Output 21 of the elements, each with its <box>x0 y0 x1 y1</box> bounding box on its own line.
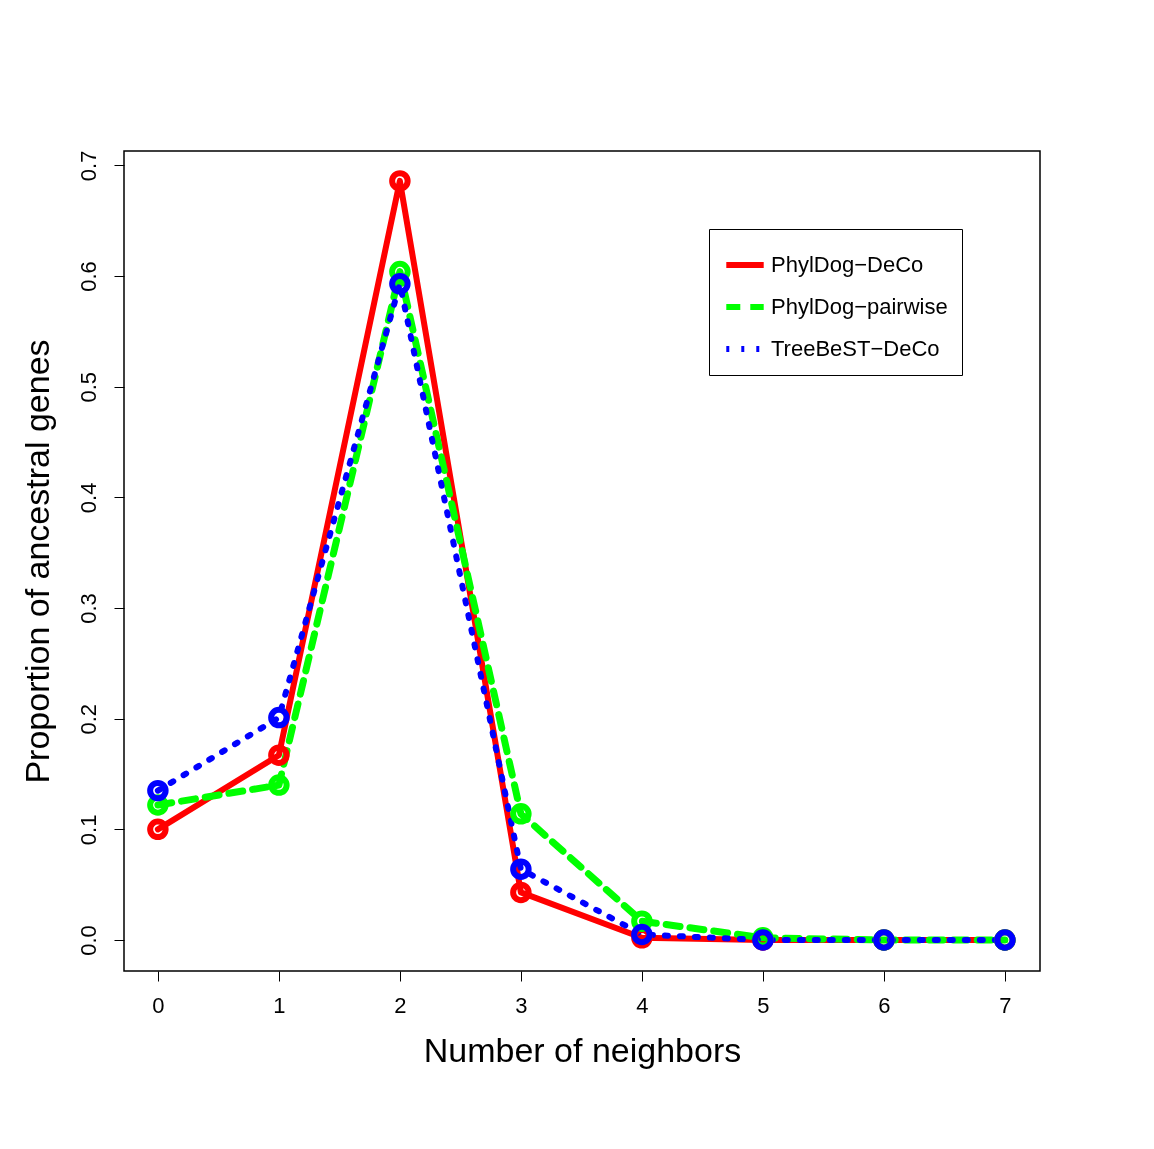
y-tick-label: 0.7 <box>75 150 101 182</box>
y-tick-label: 0.1 <box>75 814 101 846</box>
x-tick-label: 3 <box>515 992 528 1018</box>
x-tick-label: 0 <box>152 992 165 1018</box>
y-tick-label: 0.3 <box>75 593 101 624</box>
x-tick-label: 2 <box>394 992 407 1018</box>
x-tick-label: 6 <box>878 992 891 1018</box>
y-tick-label: 0.6 <box>75 261 101 292</box>
y-tick-label: 0.4 <box>75 482 101 514</box>
x-axis-title: Number of neighbors <box>423 1030 742 1069</box>
legend-label: PhylDog−DeCo <box>771 252 924 277</box>
x-tick-label: 4 <box>636 992 649 1018</box>
y-tick-label: 0.5 <box>75 371 101 403</box>
y-axis-title: Proportion of ancestral genes <box>17 339 56 784</box>
legend-label: PhylDog−pairwise <box>771 294 948 319</box>
x-tick-label: 1 <box>273 992 286 1018</box>
x-tick-label: 5 <box>757 992 770 1018</box>
y-tick-label: 0.2 <box>75 703 101 735</box>
x-tick-label: 7 <box>999 992 1012 1018</box>
legend-label: TreeBeST−DeCo <box>771 336 940 361</box>
y-tick-label: 0.0 <box>75 925 101 956</box>
